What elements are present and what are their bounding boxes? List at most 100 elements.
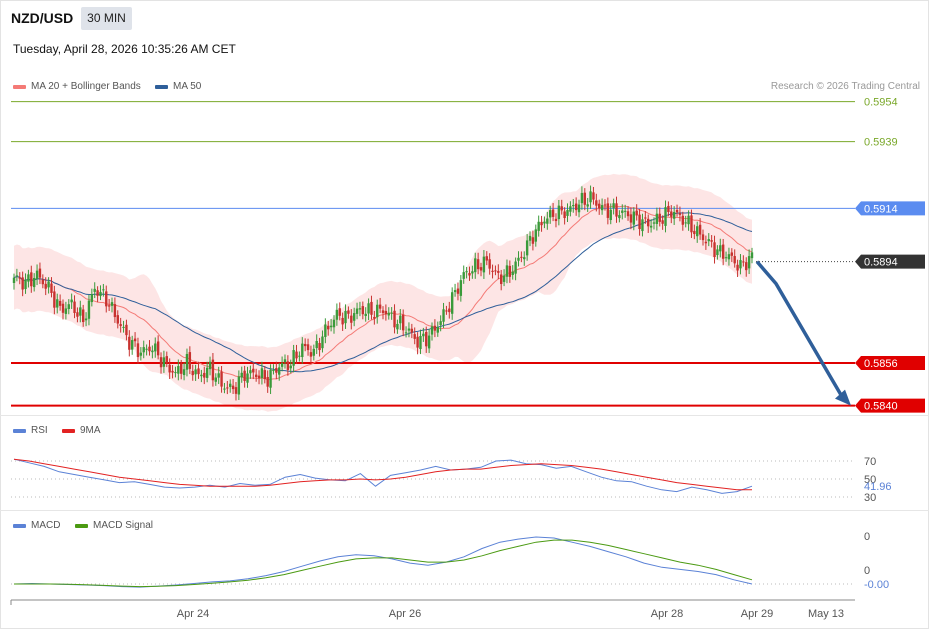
candle-body	[254, 374, 258, 378]
candle	[84, 312, 88, 327]
candle-body	[684, 222, 687, 224]
candle-body	[128, 336, 131, 350]
candle	[145, 344, 148, 356]
candle-body	[566, 210, 569, 216]
candle-body	[58, 300, 62, 306]
candle-body	[730, 252, 734, 256]
candle-body	[76, 312, 79, 317]
candle	[105, 285, 108, 313]
candle	[595, 193, 598, 212]
candle	[243, 365, 246, 388]
candle-body	[569, 206, 572, 212]
candle	[439, 315, 442, 332]
candle-body	[151, 350, 154, 353]
candle-body	[459, 280, 463, 296]
candle-body	[168, 364, 171, 373]
candle-body	[471, 271, 474, 274]
candle-body	[211, 359, 215, 381]
candle	[197, 361, 200, 379]
candle-body	[537, 221, 540, 231]
candle	[468, 266, 471, 281]
candle-body	[658, 213, 661, 222]
candle	[707, 233, 710, 247]
candle-body	[130, 340, 134, 350]
candle-body	[600, 205, 604, 211]
candle	[433, 319, 437, 338]
candle-body	[226, 387, 229, 389]
candle-body	[523, 257, 526, 260]
candle	[295, 344, 298, 364]
candle-body	[520, 256, 523, 258]
candle	[750, 247, 754, 264]
candle	[177, 359, 180, 381]
candle	[456, 282, 460, 301]
candle-body	[278, 367, 281, 375]
timeframe-button[interactable]: 30 MIN	[81, 7, 132, 30]
candle-body	[563, 211, 566, 219]
candle	[269, 364, 272, 395]
candle-body	[205, 367, 209, 378]
candle	[226, 380, 229, 395]
rsi-swatch	[13, 428, 26, 433]
x-tick-label-3: Apr 29	[741, 608, 773, 620]
candle	[534, 224, 537, 247]
candle	[194, 364, 197, 381]
candle	[21, 271, 24, 297]
candle	[396, 319, 399, 334]
candle-body	[165, 356, 168, 363]
legend-ma20: MA 20 + Bollinger Bands	[13, 81, 141, 92]
candle	[425, 326, 428, 353]
candle	[514, 257, 517, 281]
candle-body	[667, 205, 670, 212]
candle-body	[252, 368, 255, 373]
candle-body	[283, 359, 287, 363]
candle-body	[361, 306, 365, 315]
symbol-label[interactable]: NZD/USD	[11, 10, 74, 26]
candle	[289, 359, 292, 374]
rsi-line	[13, 458, 753, 494]
candle-body	[701, 234, 705, 241]
candle	[381, 306, 385, 320]
candle	[546, 211, 549, 230]
candle	[324, 318, 327, 344]
candle	[531, 230, 535, 251]
candle	[266, 370, 269, 393]
candle	[102, 283, 105, 297]
candle	[528, 231, 532, 247]
candle	[574, 197, 578, 216]
candle	[231, 379, 235, 394]
candle-body	[750, 252, 754, 259]
candle-body	[574, 203, 578, 211]
candle	[427, 329, 431, 354]
candle	[603, 199, 607, 211]
candle-body	[217, 373, 220, 378]
candle-body	[433, 325, 437, 331]
candle	[312, 344, 316, 361]
candle-body	[419, 335, 422, 350]
candle-body	[598, 203, 601, 209]
candle-body	[355, 308, 359, 314]
candle	[502, 269, 506, 287]
candle	[606, 197, 610, 225]
candle-body	[99, 291, 102, 297]
price-level-label-1: 0.5939	[864, 137, 898, 149]
candle	[670, 205, 673, 224]
candle-body	[678, 213, 682, 215]
price-level-label-0: 0.5954	[864, 97, 898, 109]
candle	[612, 198, 615, 215]
candle	[520, 251, 523, 263]
candle-body	[727, 254, 731, 260]
candle	[436, 321, 439, 337]
price-level-label-2: 0.5914	[864, 203, 898, 215]
candle-body	[488, 259, 491, 269]
candle	[200, 369, 203, 383]
candle	[376, 299, 379, 324]
candle-body	[534, 229, 537, 242]
candle	[698, 218, 702, 240]
candle-body	[110, 302, 114, 306]
candle-body	[704, 241, 708, 244]
candle-body	[335, 309, 339, 320]
candle-body	[528, 235, 532, 241]
candle	[292, 344, 295, 373]
